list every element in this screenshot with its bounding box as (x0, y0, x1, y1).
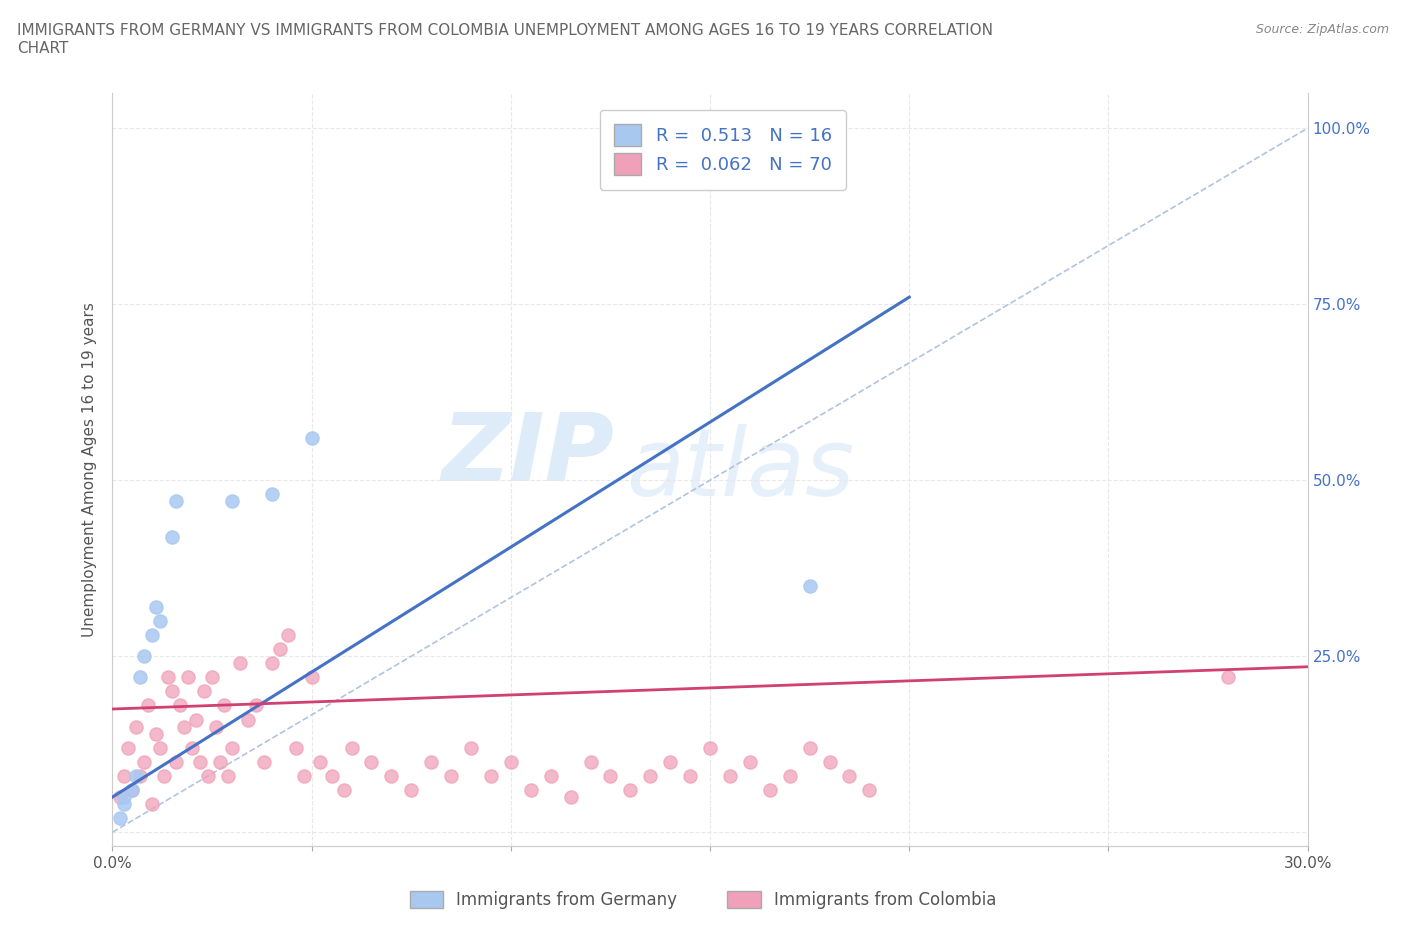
Point (858, 782, 880, 797)
Point (269, 642, 291, 657)
Point (679, 768, 702, 783)
Point (599, 768, 621, 783)
Point (236, 712, 259, 727)
Point (129, 768, 152, 783)
Point (205, 719, 228, 734)
Point (201, 670, 224, 684)
Point (479, 768, 502, 783)
Point (114, 768, 135, 783)
Point (738, 754, 761, 769)
Point (177, 670, 200, 684)
Point (221, 494, 243, 509)
Point (134, 754, 156, 769)
Point (141, 628, 163, 643)
Point (134, 649, 156, 664)
Point (799, 740, 821, 755)
Point (420, 754, 443, 769)
Point (129, 670, 152, 684)
Point (260, 486, 283, 501)
Point (253, 754, 276, 769)
Point (332, 782, 354, 797)
Point (125, 719, 148, 734)
Point (138, 698, 160, 713)
Point (540, 768, 562, 783)
Point (162, 684, 183, 698)
Point (308, 754, 330, 769)
Point (169, 698, 191, 713)
Text: Source: ZipAtlas.com: Source: ZipAtlas.com (1256, 23, 1389, 36)
Point (659, 754, 682, 769)
Point (186, 712, 208, 727)
Point (718, 768, 741, 783)
Point (114, 797, 135, 812)
Legend: R =  0.513   N = 16, R =  0.062   N = 70: R = 0.513 N = 16, R = 0.062 N = 70 (599, 110, 846, 190)
Point (153, 768, 176, 783)
Point (460, 740, 482, 755)
Point (114, 790, 135, 804)
Point (245, 698, 267, 713)
Point (284, 740, 307, 755)
Y-axis label: Unemployment Among Ages 16 to 19 years: Unemployment Among Ages 16 to 19 years (82, 302, 97, 637)
Point (197, 768, 219, 783)
Point (193, 684, 215, 698)
Point (818, 754, 841, 769)
Point (217, 768, 239, 783)
Point (110, 811, 132, 826)
Point (165, 494, 187, 509)
Point (440, 768, 463, 783)
Point (838, 768, 860, 783)
Point (209, 754, 232, 769)
Point (145, 600, 167, 615)
Point (157, 670, 180, 684)
Point (499, 754, 522, 769)
Legend: Immigrants from Germany, Immigrants from Colombia: Immigrants from Germany, Immigrants from… (401, 883, 1005, 917)
Point (699, 740, 721, 755)
Point (149, 614, 172, 629)
Text: IMMIGRANTS FROM GERMANY VS IMMIGRANTS FROM COLOMBIA UNEMPLOYMENT AMONG AGES 16 T: IMMIGRANTS FROM GERMANY VS IMMIGRANTS FR… (17, 23, 993, 56)
Point (173, 719, 195, 734)
Point (181, 740, 204, 755)
Point (380, 768, 402, 783)
Point (117, 740, 139, 755)
Point (579, 754, 602, 769)
Text: ZIP: ZIP (441, 408, 614, 500)
Point (260, 656, 283, 671)
Point (162, 529, 183, 544)
Text: atlas: atlas (627, 424, 855, 515)
Point (619, 782, 641, 797)
Point (301, 431, 323, 445)
Point (640, 768, 662, 783)
Point (560, 790, 582, 804)
Point (212, 698, 235, 713)
Point (121, 782, 143, 797)
Point (340, 740, 363, 755)
Point (277, 628, 299, 643)
Point (1216, 670, 1239, 684)
Point (799, 578, 821, 593)
Point (229, 656, 252, 671)
Point (301, 670, 323, 684)
Point (145, 726, 167, 741)
Point (149, 740, 172, 755)
Point (188, 754, 211, 769)
Point (360, 754, 382, 769)
Point (520, 782, 543, 797)
Point (401, 782, 423, 797)
Point (779, 768, 801, 783)
Point (125, 768, 148, 783)
Point (759, 782, 782, 797)
Point (292, 768, 315, 783)
Point (321, 768, 343, 783)
Point (221, 740, 243, 755)
Point (165, 754, 187, 769)
Point (121, 782, 143, 797)
Point (141, 797, 163, 812)
Point (110, 790, 132, 804)
